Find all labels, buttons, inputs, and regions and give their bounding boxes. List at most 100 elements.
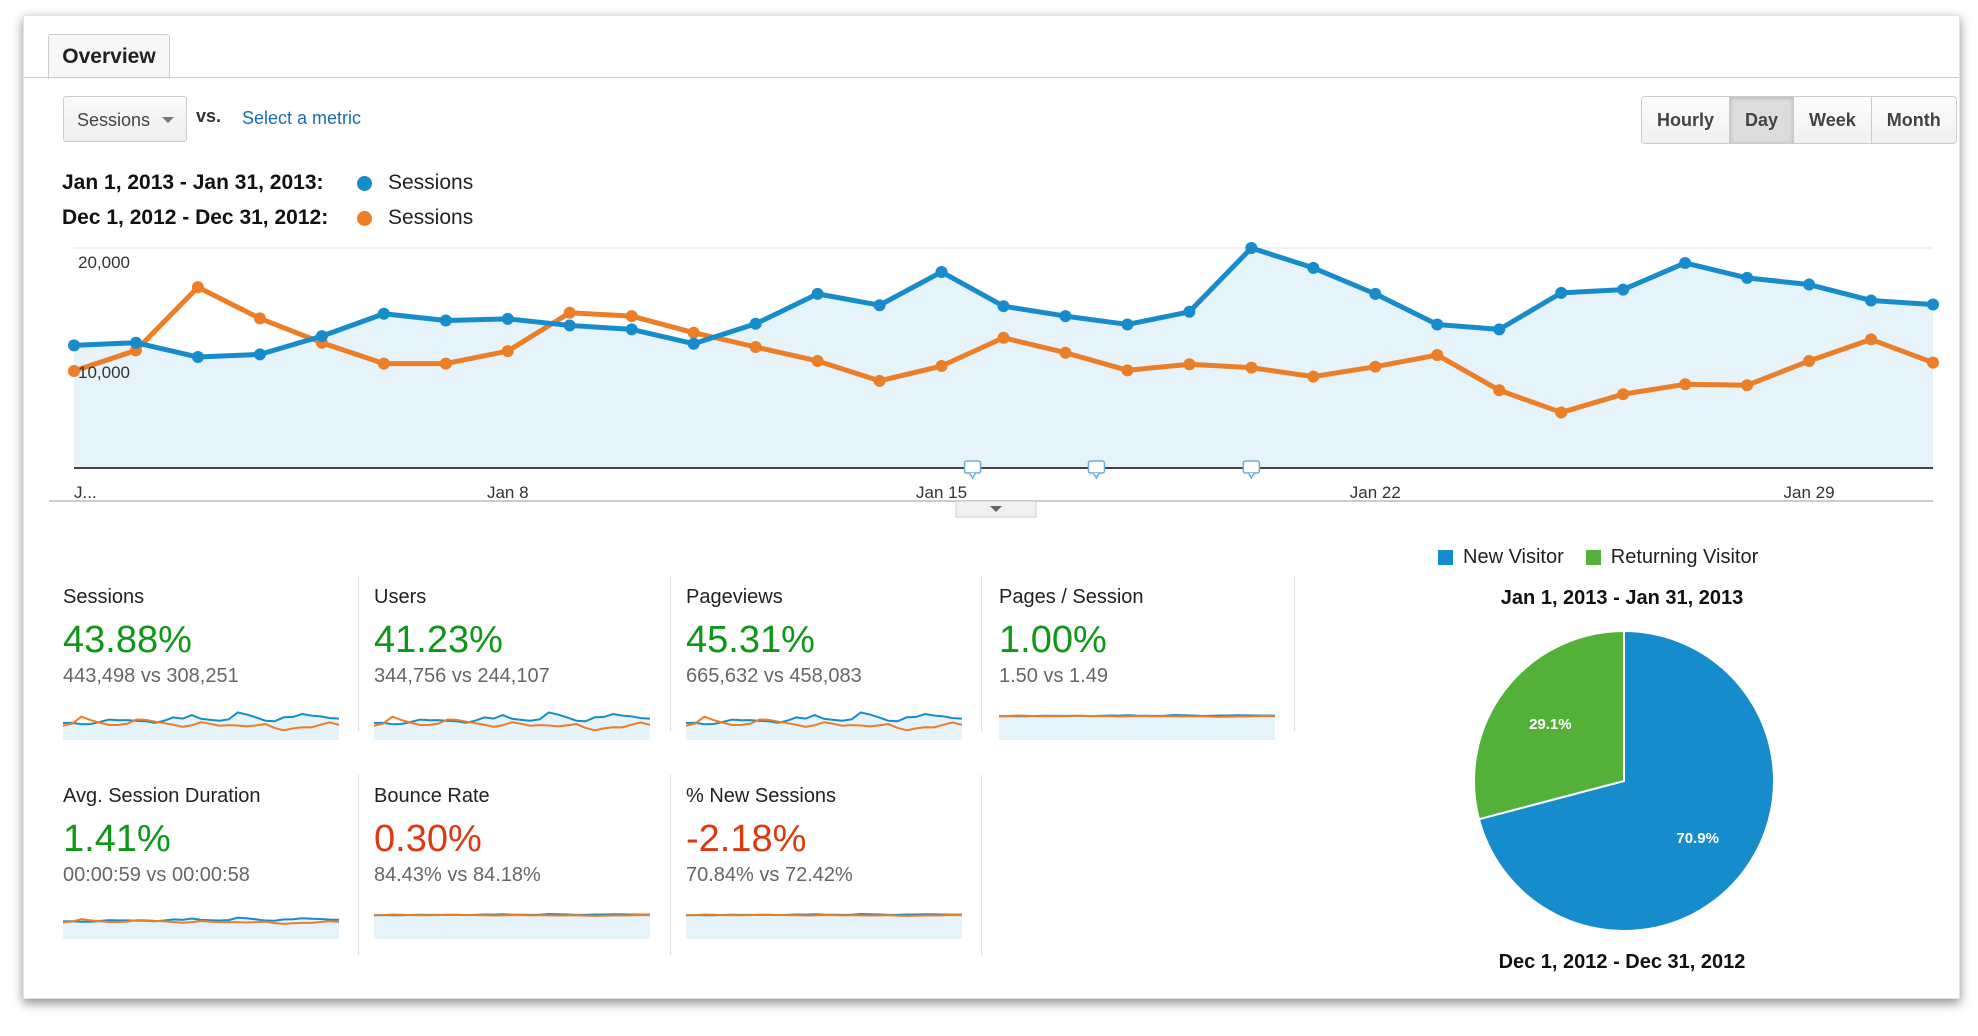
data-point[interactable] [1121, 364, 1134, 377]
metric-sessions[interactable]: Sessions 43.88% 443,498 vs 308,251 [63, 586, 363, 740]
data-point[interactable] [873, 299, 886, 312]
annotation-icon[interactable] [963, 460, 982, 480]
metric-compare: 00:00:59 vs 00:00:58 [63, 864, 250, 886]
data-point[interactable] [997, 300, 1010, 313]
data-point[interactable] [439, 357, 452, 370]
data-point[interactable] [1865, 333, 1878, 346]
data-point[interactable] [501, 345, 514, 358]
pie-title-top: Jan 1, 2013 - Jan 31, 2013 [1500, 587, 1744, 609]
metric-title: Sessions [63, 586, 145, 608]
data-point[interactable] [1183, 305, 1196, 318]
data-point[interactable] [1493, 323, 1506, 336]
data-point[interactable] [563, 319, 576, 332]
month-button[interactable]: Month [1870, 97, 1956, 143]
metric-title: % New Sessions [686, 785, 837, 807]
data-point[interactable] [501, 312, 514, 325]
data-point[interactable] [687, 337, 700, 350]
day-button[interactable]: Day [1729, 97, 1794, 143]
metric-bounce-rate[interactable]: Bounce Rate 0.30% 84.43% vs 84.18% [374, 785, 674, 939]
select-metric-link[interactable]: Select a metric [242, 108, 362, 128]
data-point[interactable] [68, 364, 80, 377]
data-point[interactable] [935, 360, 948, 373]
annotation-icon[interactable] [1242, 460, 1261, 480]
data-point[interactable] [1059, 310, 1072, 323]
data-point[interactable] [1307, 261, 1320, 274]
data-point[interactable] [1245, 361, 1258, 374]
tab-overview[interactable]: Overview [48, 34, 170, 79]
data-point[interactable] [811, 287, 824, 300]
data-point[interactable] [1803, 278, 1816, 291]
data-point[interactable] [1617, 388, 1630, 401]
x-tick-label: Jan 29 [1784, 483, 1835, 502]
data-point[interactable] [1369, 360, 1382, 373]
data-point[interactable] [1555, 286, 1568, 299]
data-point[interactable] [1865, 294, 1878, 307]
metric-users[interactable]: Users 41.23% 344,756 vs 244,107 [374, 586, 674, 740]
pie-slice-label: 70.9% [1676, 830, 1719, 847]
data-point[interactable] [1803, 354, 1816, 367]
data-point[interactable] [253, 348, 266, 361]
hourly-button[interactable]: Hourly [1642, 97, 1730, 143]
y-tick-label: 10,000 [78, 363, 130, 382]
data-point[interactable] [1493, 384, 1506, 397]
vs-label: vs. [196, 106, 222, 126]
data-point[interactable] [1059, 346, 1072, 359]
data-point[interactable] [377, 357, 390, 370]
data-point[interactable] [687, 326, 700, 339]
sparkline-line [63, 715, 339, 732]
sparkline [374, 711, 650, 740]
data-point[interactable] [1307, 370, 1320, 383]
data-point[interactable] [563, 306, 576, 319]
sparkline-line [686, 913, 962, 917]
annotation-icon[interactable] [1087, 460, 1106, 480]
data-point[interactable] [129, 336, 142, 349]
data-point[interactable] [377, 307, 390, 320]
metric-divider [358, 775, 359, 955]
pie-slice-label: 29.1% [1529, 716, 1572, 733]
data-point[interactable] [191, 281, 204, 294]
metric-avg-session-duration[interactable]: Avg. Session Duration 1.41% 00:00:59 vs … [63, 785, 363, 939]
metric-pageviews[interactable]: Pageviews 45.31% 665,632 vs 458,083 [686, 586, 986, 740]
data-point[interactable] [439, 314, 452, 327]
data-point[interactable] [625, 323, 638, 336]
data-point[interactable] [749, 317, 762, 330]
data-point[interactable] [1679, 256, 1692, 269]
data-point[interactable] [1431, 318, 1444, 331]
data-point[interactable] [1927, 356, 1939, 369]
data-point[interactable] [811, 354, 824, 367]
data-point[interactable] [315, 330, 328, 343]
data-point[interactable] [997, 331, 1010, 344]
metric-title: Users [374, 586, 427, 608]
data-point[interactable] [1245, 242, 1258, 254]
pie-slice[interactable] [1477, 629, 1775, 932]
expand-annotations-button[interactable] [955, 500, 1037, 518]
data-point[interactable] [1555, 406, 1568, 419]
data-point[interactable] [1121, 318, 1134, 331]
metric-pages-session[interactable]: Pages / Session 1.00% 1.50 vs 1.49 [999, 586, 1299, 740]
metric--new-sessions[interactable]: % New Sessions -2.18% 70.84% vs 72.42% [686, 785, 986, 939]
sparkline-area [999, 715, 1275, 740]
sparkline-area [686, 914, 962, 939]
data-point[interactable] [1679, 378, 1692, 391]
pie-slice[interactable] [1473, 629, 1625, 821]
data-point[interactable] [1741, 271, 1754, 284]
metric-title: Pages / Session [999, 586, 1144, 608]
data-point[interactable] [1369, 287, 1382, 300]
data-point[interactable] [1741, 379, 1754, 392]
metric-compare: 344,756 vs 244,107 [374, 665, 550, 687]
data-point[interactable] [749, 341, 762, 353]
data-point[interactable] [1927, 298, 1939, 311]
data-point[interactable] [1431, 349, 1444, 362]
week-button[interactable]: Week [1793, 97, 1871, 143]
legend-series: Sessions [388, 171, 474, 194]
series-area [74, 248, 1933, 468]
data-point[interactable] [1183, 358, 1196, 371]
data-point[interactable] [191, 351, 204, 364]
data-point[interactable] [625, 310, 638, 323]
data-point[interactable] [1617, 283, 1630, 296]
metric-select[interactable]: Sessions [63, 96, 187, 142]
data-point[interactable] [873, 374, 886, 387]
data-point[interactable] [253, 312, 266, 325]
data-point[interactable] [935, 265, 948, 278]
data-point[interactable] [68, 339, 80, 352]
